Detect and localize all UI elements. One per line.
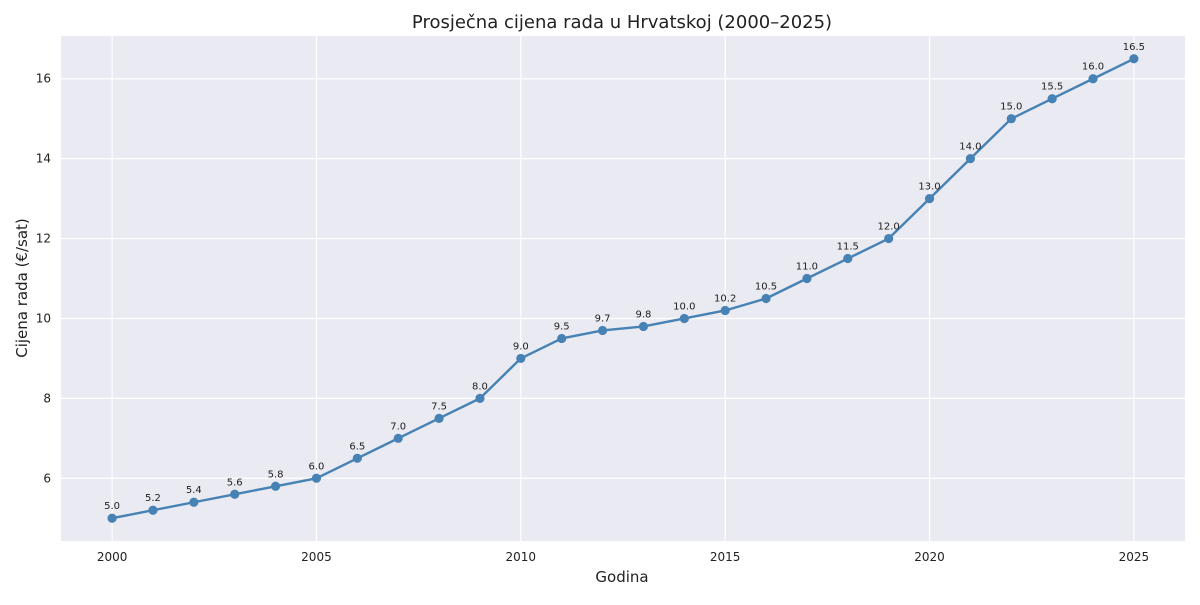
x-tick-label: 2000 [97,550,128,564]
series-line-layer [111,57,1135,520]
chart-title: Prosječna cijena rada u Hrvatskoj (2000–… [412,12,832,33]
x-tick-label: 2010 [506,550,537,564]
data-point [270,481,281,491]
data-point [802,273,812,284]
data-labels: 5.0 5.2 5.4 5.6 5.8 6.0 6.5 7.0 7.5 8.0 9.0 9.5 9.7 9… [104,42,1145,512]
data-label: 5.8 [268,469,284,480]
data-point [761,293,771,304]
data-point [352,453,362,463]
y-tick-label: 10 [36,311,51,325]
data-label: 11.0 [796,262,818,273]
data-point [638,321,649,332]
data-point [434,413,444,423]
grid-lines [61,36,1185,541]
plot-area [61,36,1185,541]
y-axis-label: Cijena rada (€/sat) [13,218,31,358]
data-points [107,54,1139,523]
data-point [148,505,158,515]
data-label: 6.5 [349,441,365,452]
x-tick-label: 2020 [914,550,945,564]
data-label: 7.5 [431,401,447,412]
data-label: 10.2 [714,293,736,304]
data-point [557,333,567,344]
data-point [720,305,730,316]
data-label: 7.0 [390,421,406,432]
data-point [1006,114,1016,124]
data-label: 10.0 [673,301,695,312]
data-label: 5.6 [227,477,243,488]
data-label: 9.8 [635,309,651,320]
x-tick-label: 2025 [1119,550,1150,564]
data-label: 9.5 [554,321,570,332]
data-point [597,325,608,336]
data-label: 9.0 [513,341,529,352]
data-label: 9.7 [595,313,611,324]
x-tick-label: 2015 [710,550,741,564]
data-point [516,353,526,364]
data-label: 10.5 [755,281,777,292]
data-label: 5.4 [186,485,202,496]
data-label: 8.0 [472,381,488,392]
data-label: 15.0 [1000,102,1022,113]
data-label: 16.5 [1123,42,1145,53]
data-label: 6.0 [309,461,325,472]
data-point [1129,54,1139,64]
y-tick-label: 6 [43,471,51,485]
data-point [679,313,689,324]
x-tick-labels: 2000 2005 2010 2015 2020 2025 [97,550,1149,564]
data-label: 13.0 [918,182,940,193]
data-label: 5.0 [104,501,120,512]
data-label: 5.2 [145,493,161,504]
y-tick-label: 16 [36,72,51,86]
x-axis-label: Godina [595,568,648,586]
data-label: 12.0 [878,222,900,233]
data-point [393,433,403,443]
data-label: 14.0 [959,142,981,153]
data-label: 11.5 [837,242,859,253]
data-point [311,473,322,483]
data-point [1047,94,1057,104]
data-point [475,393,485,403]
data-point [107,513,117,523]
x-tick-label: 2005 [301,550,332,564]
y-tick-label: 14 [36,152,51,166]
data-point [230,489,240,499]
data-point [1088,74,1098,84]
data-point [884,233,894,244]
series-line [111,57,1135,520]
y-tick-label: 8 [43,391,51,405]
data-point [189,497,199,507]
data-point [965,154,976,164]
data-label: 16.0 [1082,62,1104,73]
y-tick-labels: 6 8 10 12 14 16 [36,72,51,486]
data-point [843,253,853,264]
data-label: 15.5 [1041,82,1063,93]
y-tick-label: 12 [36,232,51,246]
data-point [924,194,935,204]
